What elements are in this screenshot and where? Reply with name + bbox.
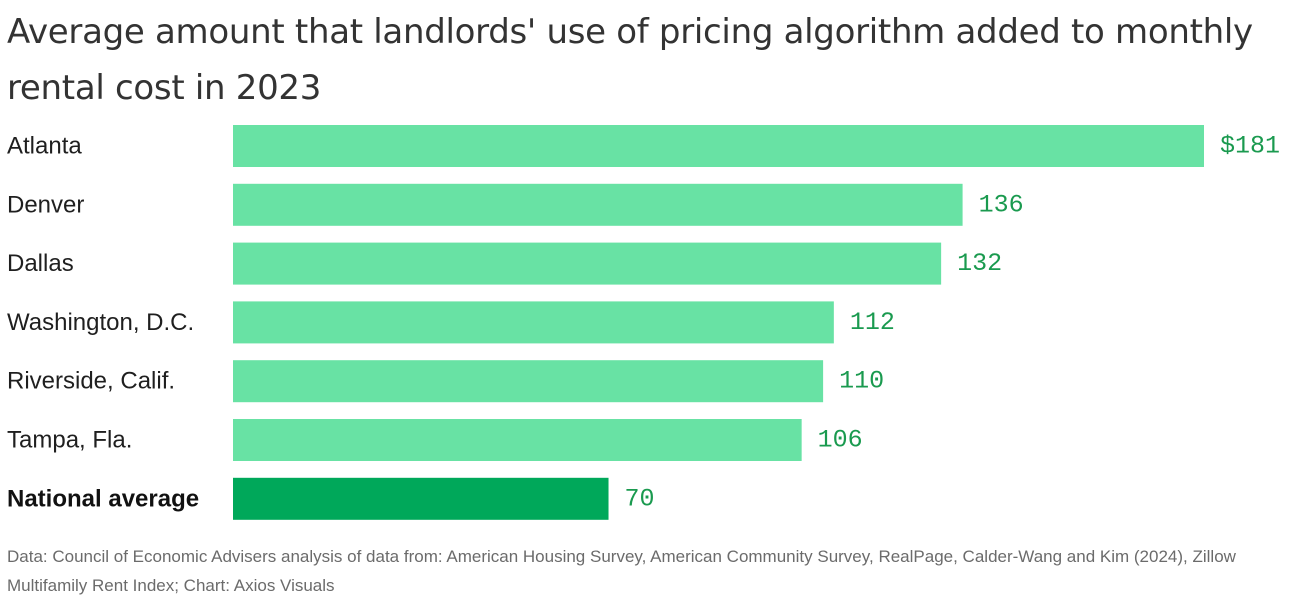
category-label: Riverside, Calif. <box>7 368 175 395</box>
category-label: Dallas <box>7 250 74 277</box>
bar <box>233 125 1204 167</box>
category-label: Washington, D.C. <box>7 309 194 336</box>
category-label: Tampa, Fla. <box>7 427 132 454</box>
value-label: 106 <box>818 426 863 455</box>
category-label: Denver <box>7 191 84 218</box>
bar <box>233 301 834 344</box>
value-label: 112 <box>850 308 895 337</box>
bar-chart: Atlanta $181 Denver 136 Dallas 132 Washington,… <box>7 125 1280 520</box>
bar <box>233 360 824 403</box>
value-label: 70 <box>625 484 655 513</box>
bar <box>233 242 942 285</box>
value-label: $181 <box>1220 132 1280 161</box>
bar <box>233 419 802 461</box>
category-label: Atlanta <box>7 133 82 160</box>
source-note: Data: Council of Economic Advisers analy… <box>7 547 1236 595</box>
chart-title: Average amount that landlords' use of pr… <box>7 12 1253 108</box>
value-label: 110 <box>839 367 884 396</box>
bar-highlight <box>233 477 609 520</box>
value-label: 136 <box>979 190 1024 219</box>
bar <box>233 183 963 226</box>
category-label: National average <box>7 485 199 512</box>
value-label: 132 <box>957 249 1002 278</box>
